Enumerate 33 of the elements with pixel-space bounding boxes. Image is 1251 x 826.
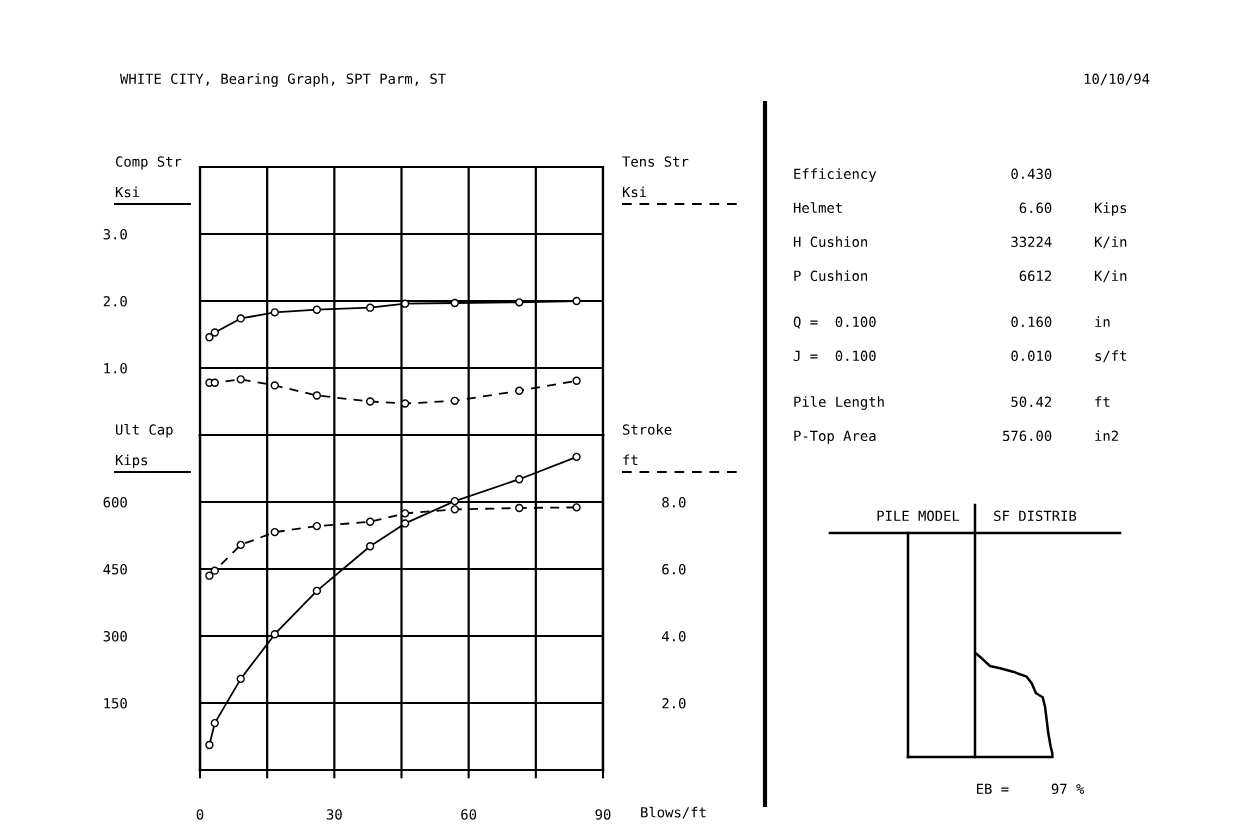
text: SF DISTRIB	[994, 510, 1077, 522]
text: Stroke ft	[622, 424, 672, 466]
text: EB = 97 %	[976, 783, 1085, 795]
y2-tick-label: 8.0	[662, 497, 686, 508]
text: Ult Cap Kips	[115, 423, 173, 468]
y2-tick-label: 4.0	[662, 631, 686, 642]
y-tick-label: 3.0	[103, 229, 127, 240]
text: 10/10/94	[1084, 73, 1150, 86]
text: H Cushion 33224 K/in	[793, 236, 1127, 249]
text: Q = 0.100 0.160 in	[793, 316, 1110, 329]
y-tick-label: 600	[103, 497, 127, 508]
text: Pile Length 50.42 ft	[794, 396, 1110, 410]
y2-tick-label: 6.0	[662, 564, 686, 575]
x-tick-label: 90	[595, 809, 611, 820]
text: Efficiency 0.430	[794, 168, 1052, 182]
y-tick-label: 450	[103, 564, 127, 575]
chart-title: WHITE CITY, Bearing Graph, SPT Parm, ST	[120, 73, 446, 87]
text: P-Top Area 576.00 in2	[794, 430, 1118, 444]
y-tick-label: 2.0	[103, 296, 127, 307]
y-tick-label: 300	[103, 631, 127, 642]
x-tick-label: 30	[326, 809, 342, 820]
x-axis-title: Blows/ft	[641, 806, 706, 819]
text: PILE MODEL	[877, 510, 960, 522]
y2-tick-label: 2.0	[662, 698, 686, 709]
text: Comp Str Ksi	[115, 156, 182, 198]
x-tick-label: 0	[196, 809, 204, 820]
text: Helmet 6.60 Kips	[793, 202, 1127, 216]
text: J = 0.100 0.010 s/ft	[793, 350, 1127, 363]
y-tick-label: 1.0	[104, 363, 127, 374]
text: Tens Str Ksi	[622, 156, 689, 198]
y-tick-label: 150	[104, 698, 127, 709]
x-tick-label: 60	[461, 809, 477, 820]
text: P Cushion 6612 K/in	[794, 270, 1127, 283]
